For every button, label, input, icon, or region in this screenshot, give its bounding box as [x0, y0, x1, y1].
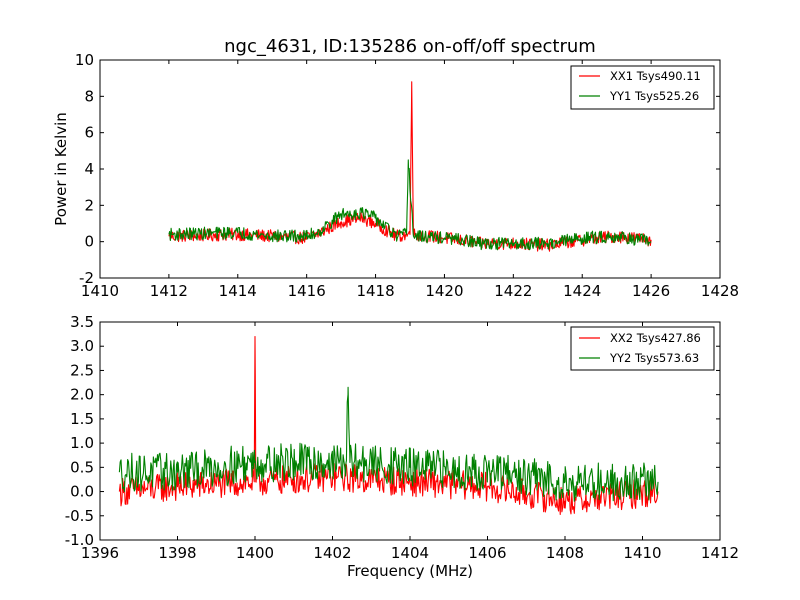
bottom-y-tick-label: 2.0: [70, 386, 94, 404]
top-x-tick-label: 1418: [356, 282, 394, 300]
top-plot-area: [168, 81, 652, 252]
bottom-x-tick-label: 1410: [623, 544, 661, 562]
top-chart-title: ngc_4631, ID:135286 on-off/off spectrum: [224, 36, 596, 57]
top-axes-frame: [99, 59, 721, 279]
bottom-x-tick-label: 1404: [391, 544, 429, 562]
top-axes-ticks: 1410 1412 1414 1416 1418 1420 1422 1424 1426 1428…: [75, 51, 739, 300]
top-legend-label-0: XX1 Tsys490.11: [610, 69, 701, 83]
bottom-y-tick-label: 2.5: [70, 361, 94, 379]
bottom-legend-label-0: XX2 Tsys427.86: [610, 331, 701, 345]
bottom-plot-area: [118, 335, 659, 515]
bottom-x-tick-label: 1408: [546, 544, 584, 562]
bottom-x-axis-label: Frequency (MHz): [347, 562, 473, 580]
top-y-tick-label: 8: [84, 87, 94, 105]
bottom-x-tick-label: 1400: [236, 544, 274, 562]
top-x-tick-label: 1424: [563, 282, 601, 300]
top-y-tick-label: 0: [84, 233, 94, 251]
top-x-tick-label: 1428: [701, 282, 739, 300]
bottom-axes-ticks: 1396 1398 1400 1402 1404 1406 1408 1410 1412 -1.0…: [65, 313, 739, 562]
top-x-tick-label: 1410: [81, 282, 119, 300]
bottom-legend: XX2 Tsys427.86 YY2 Tsys573.63: [570, 326, 715, 371]
top-panel: ngc_4631, ID:135286 on-off/off spectrum …: [52, 36, 739, 300]
top-y-tick-label: 4: [84, 160, 94, 178]
bottom-x-tick-label: 1396: [81, 544, 119, 562]
bottom-x-tick-label: 1402: [313, 544, 351, 562]
bottom-legend-label-1: YY2 Tsys573.63: [609, 351, 699, 365]
bottom-x-tick-label: 1406: [468, 544, 506, 562]
bottom-y-tick-label: 1.0: [70, 434, 94, 452]
bottom-series-1-line: [118, 386, 659, 502]
bottom-x-tick-label: 1412: [701, 544, 739, 562]
top-legend: XX1 Tsys490.11 YY1 Tsys525.26: [570, 65, 715, 110]
top-y-tick-label: 2: [84, 196, 94, 214]
bottom-y-tick-label: 0.0: [70, 483, 94, 501]
top-legend-box: [570, 65, 715, 110]
top-x-tick-label: 1416: [288, 282, 326, 300]
top-x-tick-label: 1412: [150, 282, 188, 300]
top-x-tick-label: 1420: [425, 282, 463, 300]
bottom-y-tick-label: 3.0: [70, 337, 94, 355]
top-y-tick-label: 10: [75, 51, 94, 69]
bottom-axes-frame: [99, 321, 721, 541]
top-x-tick-label: 1426: [632, 282, 670, 300]
top-y-tick-label: 6: [84, 124, 94, 142]
top-x-tick-label: 1414: [219, 282, 257, 300]
bottom-x-tick-label: 1398: [158, 544, 196, 562]
bottom-panel: Frequency (MHz) 1396 1398 1400 1402 1404 1406…: [65, 313, 739, 580]
top-y-tick-label: -2: [79, 269, 94, 287]
bottom-legend-box: [570, 326, 715, 371]
bottom-y-tick-label: 3.5: [70, 313, 94, 331]
top-legend-label-1: YY1 Tsys525.26: [609, 89, 699, 103]
top-y-axis-label: Power in Kelvin: [52, 112, 70, 226]
bottom-y-tick-label: 0.5: [70, 458, 94, 476]
bottom-y-tick-label: -1.0: [65, 531, 94, 549]
top-x-tick-label: 1422: [494, 282, 532, 300]
bottom-y-tick-label: -0.5: [65, 507, 94, 525]
top-series-1-line: [168, 159, 652, 251]
bottom-y-tick-label: 1.5: [70, 410, 94, 428]
